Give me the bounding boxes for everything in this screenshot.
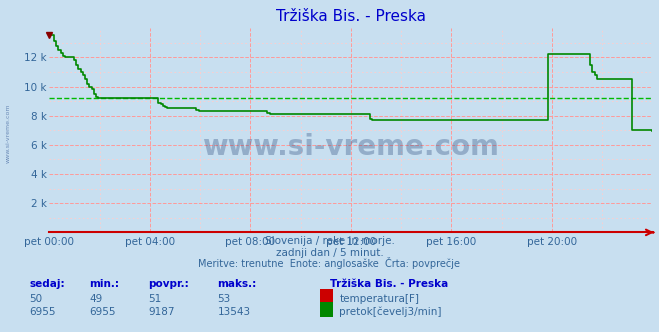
Text: www.si-vreme.com: www.si-vreme.com (5, 103, 11, 163)
Text: 6955: 6955 (89, 307, 115, 317)
Text: 51: 51 (148, 294, 161, 304)
Text: temperatura[F]: temperatura[F] (339, 294, 419, 304)
Text: Meritve: trenutne  Enote: anglosaške  Črta: povprečje: Meritve: trenutne Enote: anglosaške Črta… (198, 257, 461, 269)
Text: zadnji dan / 5 minut.: zadnji dan / 5 minut. (275, 248, 384, 258)
Text: 50: 50 (30, 294, 43, 304)
Text: 49: 49 (89, 294, 102, 304)
Text: 53: 53 (217, 294, 231, 304)
Text: 13543: 13543 (217, 307, 250, 317)
Text: Slovenija / reke in morje.: Slovenija / reke in morje. (264, 236, 395, 246)
Text: min.:: min.: (89, 279, 119, 289)
Text: sedaj:: sedaj: (30, 279, 65, 289)
Text: Tržiška Bis. - Preska: Tržiška Bis. - Preska (330, 279, 447, 289)
Title: Tržiška Bis. - Preska: Tržiška Bis. - Preska (276, 9, 426, 24)
Text: 9187: 9187 (148, 307, 175, 317)
Text: povpr.:: povpr.: (148, 279, 189, 289)
Text: maks.:: maks.: (217, 279, 257, 289)
Text: pretok[čevelj3/min]: pretok[čevelj3/min] (339, 307, 442, 317)
Text: www.si-vreme.com: www.si-vreme.com (202, 133, 500, 161)
Text: 6955: 6955 (30, 307, 56, 317)
